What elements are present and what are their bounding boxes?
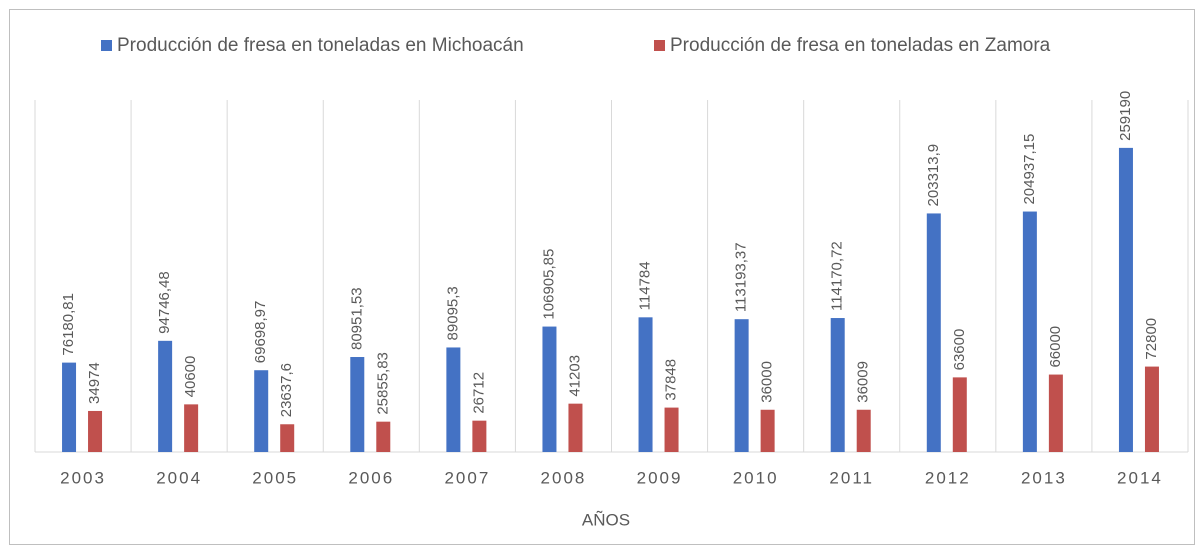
bar [568, 403, 583, 452]
data-label: 89095,3 [444, 286, 461, 340]
data-label: 63600 [951, 329, 968, 371]
bar [350, 357, 365, 452]
bar [184, 404, 199, 452]
x-tick-label: 2011 [829, 468, 874, 487]
bar [1022, 211, 1037, 452]
bar [1118, 147, 1133, 452]
x-tick-label: 2012 [925, 468, 971, 487]
x-tick-label: 2005 [252, 468, 298, 487]
data-label: 94746,48 [156, 271, 173, 334]
bar [760, 409, 775, 452]
x-tick-label: 2010 [733, 468, 779, 487]
bar [542, 326, 557, 452]
x-tick-label: 2008 [541, 468, 587, 487]
bar [446, 347, 461, 452]
legend-swatch [101, 40, 112, 51]
data-label: 76180,81 [60, 293, 77, 356]
x-axis-label: AÑOS [582, 510, 630, 529]
bar [254, 370, 269, 452]
bar [926, 213, 941, 452]
legend-label: Producción de fresa en toneladas en Zamo… [670, 35, 1051, 56]
x-tick-label: 2009 [637, 468, 683, 487]
bar [1144, 366, 1159, 452]
data-label: 114784 [637, 261, 654, 310]
data-label: 37848 [663, 359, 680, 401]
legend-swatch [654, 40, 665, 51]
data-label: 34974 [86, 362, 103, 404]
x-tick-label: 2004 [156, 468, 202, 487]
bar [88, 410, 103, 452]
bar [158, 340, 173, 452]
bar [472, 420, 487, 452]
data-label: 40600 [182, 356, 199, 398]
data-label: 106905,85 [540, 249, 557, 320]
data-label: 23637,6 [278, 363, 295, 417]
data-label: 114170,72 [829, 241, 846, 311]
data-label: 66000 [1047, 326, 1064, 368]
bar [734, 319, 749, 452]
data-label: 36009 [855, 361, 872, 403]
bar [280, 424, 295, 452]
data-label: 69698,97 [252, 301, 269, 364]
bar [1048, 374, 1063, 452]
bar [638, 317, 653, 452]
x-tick-label: 2003 [60, 468, 106, 487]
data-label: 41203 [566, 355, 583, 397]
data-label: 80951,53 [348, 287, 365, 350]
legend-label: Producción de fresa en toneladas en Mich… [117, 35, 524, 56]
bar [830, 318, 845, 452]
data-label: 203313,9 [925, 144, 942, 207]
data-label: 25855,83 [374, 352, 391, 415]
data-label: 204937,15 [1021, 134, 1038, 205]
x-tick-label: 2013 [1021, 468, 1067, 487]
bar [664, 407, 679, 452]
x-tick-label: 2014 [1117, 468, 1163, 487]
bar [952, 377, 967, 452]
x-tick-label: 2006 [348, 468, 394, 487]
data-label: 72800 [1143, 318, 1160, 360]
data-label: 113193,37 [733, 242, 750, 312]
data-label: 36000 [759, 361, 776, 403]
bar [376, 421, 391, 452]
data-label: 259190 [1117, 91, 1134, 141]
data-label: 26712 [470, 372, 487, 414]
chart-border [9, 9, 1195, 545]
bar [62, 362, 77, 452]
bar [856, 409, 871, 452]
x-tick-label: 2007 [444, 468, 490, 487]
